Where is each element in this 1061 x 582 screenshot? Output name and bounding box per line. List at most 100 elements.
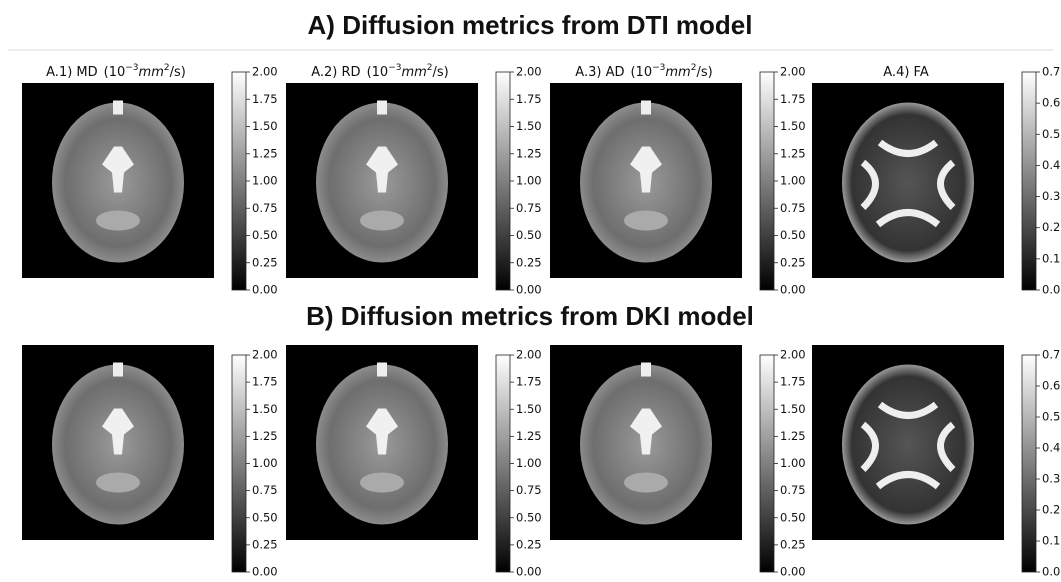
colorbar-tick-label: 0.50 (252, 228, 278, 242)
csf (377, 363, 387, 377)
section-title: A) Diffusion metrics from DTI model (308, 10, 753, 40)
colorbar-tick-label: 0.6 (1042, 379, 1060, 393)
posterior (360, 211, 404, 231)
colorbar-tick-label: 0.25 (252, 255, 278, 269)
colorbar-tick-label: 0.3 (1042, 472, 1060, 486)
unit-text: /s) (696, 65, 712, 80)
colorbar-tick-label: 0.75 (516, 201, 542, 215)
unit-exponent: −3 (652, 63, 665, 73)
colorbar-tick-label: 1.50 (516, 402, 542, 416)
colorbar-tick-label: 1.00 (516, 174, 542, 188)
panel-title: A.3) AD(10−3mm2/s) (575, 63, 712, 80)
colorbar-tick-label: 0.0 (1042, 565, 1060, 579)
colorbar-tick-label: 0.4 (1042, 441, 1060, 455)
colorbar-tick-label: 1.75 (252, 375, 278, 389)
colorbar (760, 72, 774, 290)
colorbar (496, 355, 510, 572)
colorbar-tick-label: 0.25 (780, 537, 806, 551)
section-title: B) Diffusion metrics from DKI model (306, 301, 754, 331)
colorbar-tick-label: 1.00 (252, 456, 278, 470)
csf (113, 363, 123, 377)
csf (641, 363, 651, 377)
colorbar-tick-label: 1.75 (516, 92, 542, 106)
colorbar-tick-label: 0.5 (1042, 127, 1060, 141)
colorbar-tick-label: 1.25 (780, 429, 806, 443)
colorbar-tick-label: 0.75 (516, 483, 542, 497)
unit-text: (10 (367, 65, 389, 80)
panel-label: A.4) FA (883, 65, 929, 80)
csf (641, 101, 651, 115)
colorbar-tick-label: 0.6 (1042, 96, 1060, 110)
unit-text: /s) (433, 65, 449, 80)
unit-text: /s) (170, 65, 186, 80)
colorbar (496, 72, 510, 290)
unit-text: mm (665, 65, 690, 80)
colorbar-tick-label: 0.25 (516, 255, 542, 269)
panel-title: A.1) MD(10−3mm2/s) (46, 63, 186, 80)
colorbar-tick-label: 0.50 (252, 510, 278, 524)
colorbar-tick-label: 2.00 (252, 65, 278, 79)
colorbar-tick-label: 0.50 (780, 510, 806, 524)
colorbar-tick-label: 0.3 (1042, 189, 1060, 203)
unit-text: (10 (630, 65, 652, 80)
colorbar-tick-label: 0.25 (780, 255, 806, 269)
unit-text: (10 (104, 65, 126, 80)
colorbar-tick-label: 1.00 (780, 456, 806, 470)
colorbar-tick-label: 0.5 (1042, 410, 1060, 424)
colorbar-tick-label: 1.50 (516, 119, 542, 133)
colorbar-tick-label: 0.7 (1042, 348, 1060, 362)
brain (842, 103, 974, 263)
colorbar-tick-label: 1.50 (780, 119, 806, 133)
colorbar (1022, 72, 1036, 290)
posterior (624, 473, 668, 493)
colorbar-tick-label: 0.75 (780, 201, 806, 215)
colorbar-tick-label: 0.1 (1042, 534, 1060, 548)
csf (113, 101, 123, 115)
colorbar-tick-label: 2.00 (780, 65, 806, 79)
colorbar-tick-label: 0.00 (252, 565, 278, 579)
panel-label: A.3) AD (575, 65, 624, 80)
colorbar-tick-label: 1.25 (780, 146, 806, 160)
colorbar-tick-label: 0.7 (1042, 65, 1060, 79)
colorbar-tick-label: 0.75 (780, 483, 806, 497)
colorbar-tick-label: 1.25 (252, 429, 278, 443)
colorbar-tick-label: 1.75 (780, 375, 806, 389)
posterior (96, 473, 140, 493)
colorbar-tick-label: 1.00 (252, 174, 278, 188)
figure: A) Diffusion metrics from DTI model A.1) … (0, 0, 1061, 582)
csf (377, 101, 387, 115)
colorbar-tick-label: 0.25 (252, 537, 278, 551)
colorbar-tick-label: 0.50 (516, 228, 542, 242)
colorbar-tick-label: 0.75 (252, 483, 278, 497)
colorbar-tick-label: 1.25 (252, 146, 278, 160)
colorbar-tick-label: 0.4 (1042, 158, 1060, 172)
colorbar (232, 355, 246, 572)
colorbar-tick-label: 0.00 (252, 283, 278, 297)
colorbar-tick-label: 1.75 (252, 92, 278, 106)
colorbar-tick-label: 1.50 (252, 119, 278, 133)
colorbar-tick-label: 1.00 (780, 174, 806, 188)
colorbar-tick-label: 1.50 (780, 402, 806, 416)
colorbar-tick-label: 0.00 (780, 565, 806, 579)
colorbar-tick-label: 1.25 (516, 429, 542, 443)
colorbar-tick-label: 0.25 (516, 537, 542, 551)
colorbar-tick-label: 2.00 (252, 348, 278, 362)
colorbar-tick-label: 2.00 (516, 65, 542, 79)
colorbar-tick-label: 0.2 (1042, 503, 1060, 517)
colorbar-tick-label: 1.25 (516, 146, 542, 160)
colorbar-tick-label: 0.00 (780, 283, 806, 297)
colorbar-tick-label: 1.75 (516, 375, 542, 389)
colorbar-tick-label: 0.00 (516, 283, 542, 297)
colorbar-tick-label: 1.50 (252, 402, 278, 416)
colorbar (1022, 355, 1036, 572)
unit-exponent: −3 (125, 63, 138, 73)
colorbar-tick-label: 1.75 (780, 92, 806, 106)
posterior (624, 211, 668, 231)
colorbar-tick-label: 0.2 (1042, 220, 1060, 234)
colorbar-tick-label: 2.00 (780, 348, 806, 362)
panel-title: A.2) RD(10−3mm2/s) (311, 63, 449, 80)
unit-exponent: −3 (388, 63, 401, 73)
colorbar-tick-label: 0.00 (516, 565, 542, 579)
colorbar (232, 72, 246, 290)
panel-label: A.2) RD (311, 65, 360, 80)
